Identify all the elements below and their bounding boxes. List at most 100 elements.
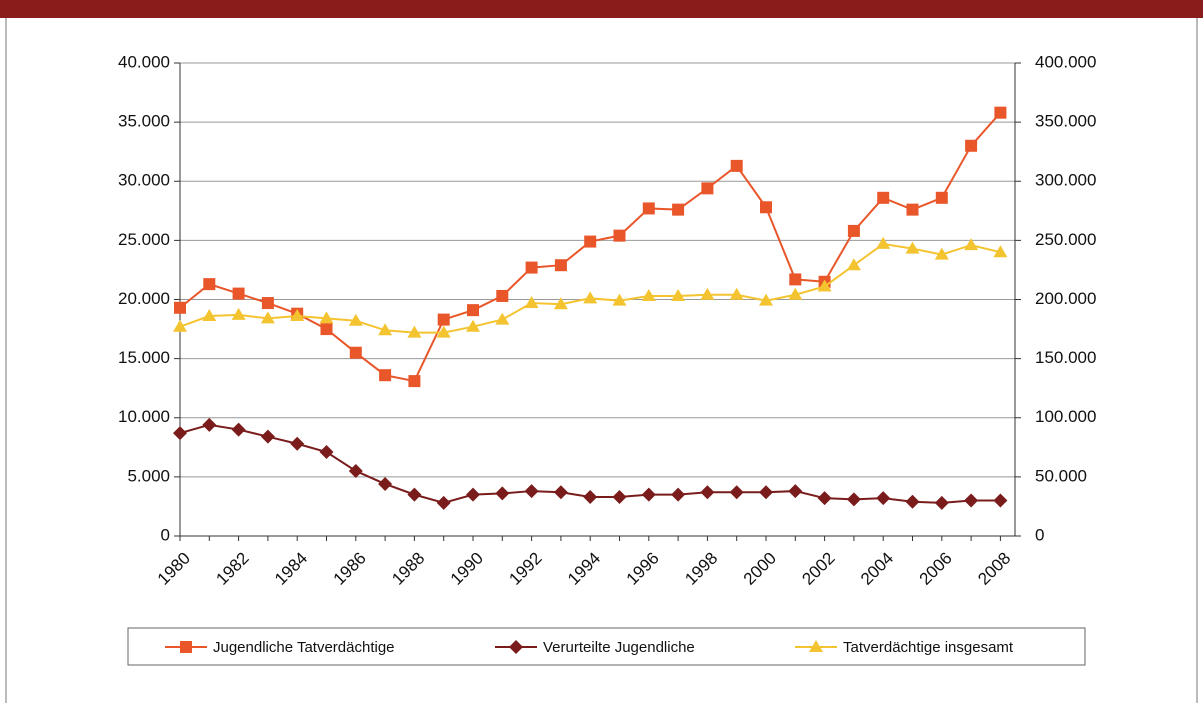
point (524, 484, 539, 499)
legend-label: Jugendliche Tatverdächtige (213, 639, 395, 656)
y-tick-label: 15.000 (118, 348, 170, 367)
point (934, 247, 949, 260)
point (788, 287, 803, 300)
legend-label: Verurteilte Jugendliche (543, 639, 695, 656)
point (701, 182, 714, 195)
point (553, 485, 568, 500)
point (202, 309, 217, 322)
point (554, 259, 567, 272)
point (466, 487, 480, 502)
y-tick-label: 40.000 (118, 52, 170, 71)
top-band (0, 0, 1203, 18)
y-tick-label: 10.000 (118, 407, 170, 426)
point (348, 313, 363, 326)
y-tick-label: 30.000 (118, 171, 170, 190)
point (583, 291, 598, 304)
y2-tick-label: 50.000 (1035, 466, 1087, 485)
point (466, 319, 480, 332)
point (231, 307, 246, 320)
point (379, 369, 392, 382)
point (260, 429, 275, 444)
y-tick-label: 25.000 (118, 230, 170, 249)
point (290, 436, 305, 451)
point (437, 313, 450, 326)
point (993, 245, 1008, 258)
point (760, 201, 772, 214)
point (994, 106, 1007, 119)
legend-marker (509, 640, 523, 654)
point (553, 297, 568, 310)
point (612, 489, 627, 504)
point (436, 495, 451, 510)
point (846, 258, 861, 271)
y2-tick-label: 150.000 (1035, 348, 1096, 367)
y-tick-label: 5.000 (127, 466, 170, 485)
y2-tick-label: 300.000 (1035, 171, 1096, 190)
y2-tick-label: 100.000 (1035, 407, 1096, 426)
point (759, 293, 773, 306)
point (378, 476, 393, 491)
point (495, 312, 510, 325)
point (905, 494, 920, 509)
point (173, 426, 187, 441)
point (671, 487, 686, 502)
point (876, 236, 891, 249)
point (496, 289, 509, 302)
legend-label: Tatverdächtige insgesamt (843, 639, 1014, 656)
point (964, 238, 979, 251)
point (436, 325, 451, 338)
point (348, 463, 363, 478)
y-tick-label: 0 (161, 525, 170, 544)
point (671, 288, 686, 301)
point (641, 487, 656, 502)
legend: Jugendliche Tatverdächtige Verurteilte Ju… (165, 639, 1014, 656)
legend-marker (809, 640, 823, 652)
point (672, 203, 685, 216)
point (202, 417, 217, 432)
point (817, 491, 832, 506)
point (231, 422, 246, 437)
point (261, 297, 274, 310)
point (584, 235, 597, 248)
point (290, 309, 305, 322)
point (789, 273, 802, 286)
point (934, 495, 949, 510)
point (847, 224, 860, 237)
point (260, 311, 275, 324)
point (906, 203, 919, 216)
point (613, 229, 626, 242)
point (408, 375, 421, 388)
point (612, 293, 627, 306)
y-tick-label: 35.000 (118, 112, 170, 131)
y-tick-label: 20.000 (118, 289, 170, 308)
point (759, 485, 773, 500)
point (174, 301, 186, 314)
point (642, 202, 655, 215)
point (467, 304, 479, 317)
point (641, 288, 656, 301)
y2-tick-label: 0 (1035, 525, 1044, 544)
point (407, 487, 422, 502)
point (495, 486, 510, 501)
point (817, 279, 832, 292)
point (876, 491, 891, 506)
legend-box (127, 627, 1086, 666)
point (700, 287, 715, 300)
y2-tick-label: 250.000 (1035, 230, 1096, 249)
point (173, 319, 187, 332)
point (525, 261, 538, 274)
point (319, 445, 334, 460)
point (788, 484, 803, 499)
point (319, 311, 334, 324)
point (846, 492, 861, 507)
y2-tick-label: 350.000 (1035, 112, 1096, 131)
point (700, 485, 715, 500)
point (729, 485, 744, 500)
y2-tick-label: 400.000 (1035, 52, 1096, 71)
point (935, 191, 948, 204)
point (583, 489, 598, 504)
point (378, 323, 393, 336)
point (964, 493, 979, 508)
point (524, 296, 539, 309)
